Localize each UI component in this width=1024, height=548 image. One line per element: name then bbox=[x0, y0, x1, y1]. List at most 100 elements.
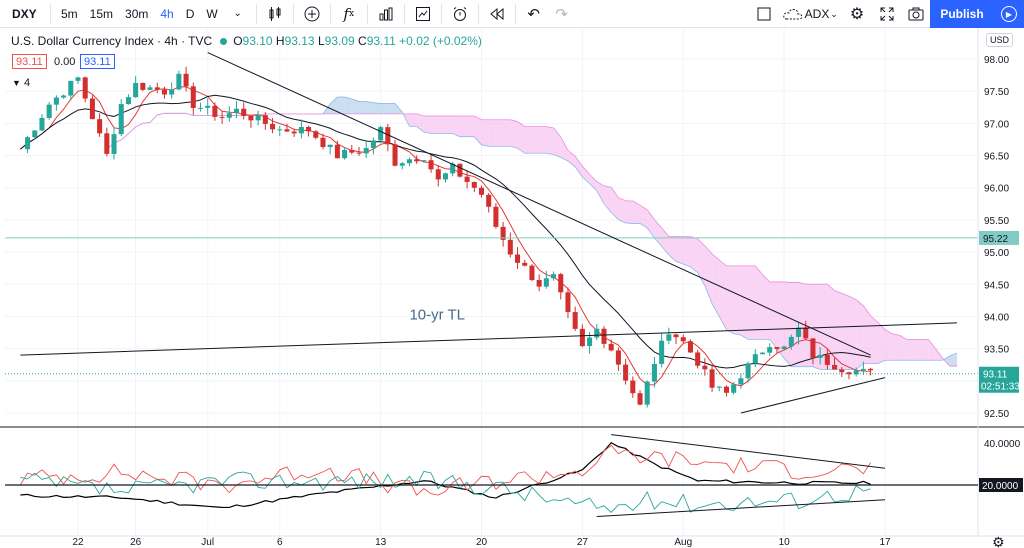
indicator-input-b[interactable]: 0.00 bbox=[50, 54, 80, 69]
ichimoku-cloud bbox=[495, 119, 504, 147]
cloud-icon[interactable] bbox=[781, 0, 805, 28]
candle bbox=[183, 73, 189, 87]
y-tick-label: 92.50 bbox=[984, 409, 1009, 420]
candle bbox=[248, 115, 254, 121]
ichimoku-cloud bbox=[373, 102, 381, 114]
ichimoku-cloud bbox=[409, 113, 417, 127]
ichimoku-cloud bbox=[769, 281, 777, 349]
templates-icon[interactable] bbox=[409, 0, 437, 28]
legend-title: U.S. Dollar Currency Index · 4h · TVC bbox=[11, 34, 213, 48]
toolbar-divider bbox=[329, 3, 331, 24]
candle bbox=[543, 278, 549, 287]
candle bbox=[313, 131, 319, 138]
ichimoku-cloud bbox=[589, 174, 597, 191]
legend-high-label: H bbox=[275, 34, 285, 48]
interval-5m[interactable]: 5m bbox=[61, 6, 78, 21]
cloud-span-b bbox=[106, 112, 958, 367]
y-tick-label: 97.00 bbox=[984, 119, 1009, 130]
gear-icon[interactable]: ⚙ bbox=[849, 6, 865, 23]
candle bbox=[125, 97, 131, 105]
candle bbox=[327, 144, 333, 148]
candle bbox=[752, 354, 758, 364]
alert-icon[interactable] bbox=[446, 0, 474, 28]
redo-icon[interactable]: ↷ bbox=[555, 5, 568, 23]
interval-w[interactable]: W bbox=[206, 6, 218, 21]
play-button[interactable]: ▶ bbox=[994, 0, 1024, 28]
candle bbox=[82, 77, 88, 99]
candle bbox=[356, 152, 362, 154]
replay-icon[interactable] bbox=[483, 0, 511, 28]
candle bbox=[493, 206, 499, 227]
toolbar-divider bbox=[292, 3, 294, 24]
layout-square-icon[interactable] bbox=[752, 0, 776, 28]
ichimoku-cloud bbox=[503, 119, 511, 147]
ichimoku-cloud bbox=[791, 282, 799, 367]
candle bbox=[233, 108, 240, 114]
candle bbox=[723, 386, 730, 393]
x-tick-label: 17 bbox=[879, 537, 891, 548]
ichimoku-cloud bbox=[474, 116, 482, 145]
candle bbox=[680, 337, 686, 342]
chevron-down-icon[interactable]: ⌄ bbox=[830, 8, 838, 19]
fullscreen-icon[interactable] bbox=[876, 0, 898, 28]
candle bbox=[615, 350, 621, 365]
candle bbox=[796, 327, 802, 337]
camera-icon[interactable] bbox=[905, 0, 927, 28]
candle bbox=[558, 274, 564, 293]
candle bbox=[464, 176, 470, 182]
candle bbox=[118, 104, 124, 135]
candle bbox=[745, 363, 751, 379]
candle bbox=[529, 265, 535, 281]
ichimoku-cloud bbox=[647, 209, 655, 238]
legend-low-label: L bbox=[317, 34, 325, 48]
ichimoku-cloud bbox=[740, 265, 749, 340]
ichimoku-cloud bbox=[892, 333, 900, 361]
candle bbox=[378, 127, 384, 141]
add-compare-icon[interactable] bbox=[298, 0, 326, 28]
candle bbox=[277, 129, 283, 131]
chevron-down-icon[interactable]: ⌄ bbox=[233, 8, 242, 19]
interval-4h[interactable]: 4h bbox=[160, 6, 174, 21]
undo-icon[interactable]: ↶ bbox=[527, 5, 540, 23]
play-icon: ▶ bbox=[1001, 6, 1017, 22]
legend-open-label: O bbox=[233, 34, 243, 48]
ichimoku-cloud bbox=[387, 103, 396, 114]
chart-area[interactable]: 10-yr TL 98.00 97.50 97.00 96.50 96.00 95.50 95… bbox=[0, 28, 1024, 548]
candle bbox=[414, 159, 420, 162]
candle bbox=[644, 381, 650, 405]
interval-d[interactable]: D bbox=[185, 6, 195, 21]
ichimoku-cloud bbox=[690, 236, 698, 273]
indicators-collapse[interactable]: ▼ 4 bbox=[12, 77, 30, 89]
indicator-name[interactable]: ADX bbox=[804, 7, 830, 21]
y-tick-label: 98.00 bbox=[984, 55, 1009, 66]
candle bbox=[673, 334, 679, 338]
candle bbox=[25, 137, 31, 150]
candle bbox=[666, 334, 672, 341]
publish-button[interactable]: Publish bbox=[930, 0, 994, 28]
toolbar-divider bbox=[255, 3, 257, 24]
ichimoku-cloud bbox=[921, 339, 929, 361]
currency-badge: USD bbox=[986, 33, 1014, 47]
candle bbox=[61, 95, 67, 98]
interval-30m[interactable]: 30m bbox=[125, 6, 149, 21]
financials-icon[interactable] bbox=[372, 0, 400, 28]
x-tick-label: 13 bbox=[375, 537, 387, 548]
ichimoku-cloud bbox=[445, 116, 453, 134]
ichimoku-cloud bbox=[712, 253, 720, 317]
symbol-search[interactable]: DXY bbox=[12, 6, 37, 21]
ichimoku-cloud bbox=[517, 121, 525, 154]
interval-15m[interactable]: 15m bbox=[89, 6, 114, 21]
toolbar-divider bbox=[477, 3, 479, 24]
ichimoku-cloud bbox=[625, 200, 633, 224]
candles-icon[interactable] bbox=[261, 0, 289, 28]
indicator-input-a[interactable]: 93.11 bbox=[12, 54, 47, 69]
last-price-badge bbox=[979, 366, 1019, 393]
candle bbox=[342, 149, 348, 159]
bar-countdown: 02:51:33 bbox=[981, 382, 1020, 393]
ichimoku-cloud bbox=[337, 97, 345, 114]
indicator-input-c[interactable]: 93.11 bbox=[80, 54, 115, 69]
ichimoku-cloud bbox=[906, 339, 914, 361]
ichimoku-cloud bbox=[510, 119, 518, 149]
